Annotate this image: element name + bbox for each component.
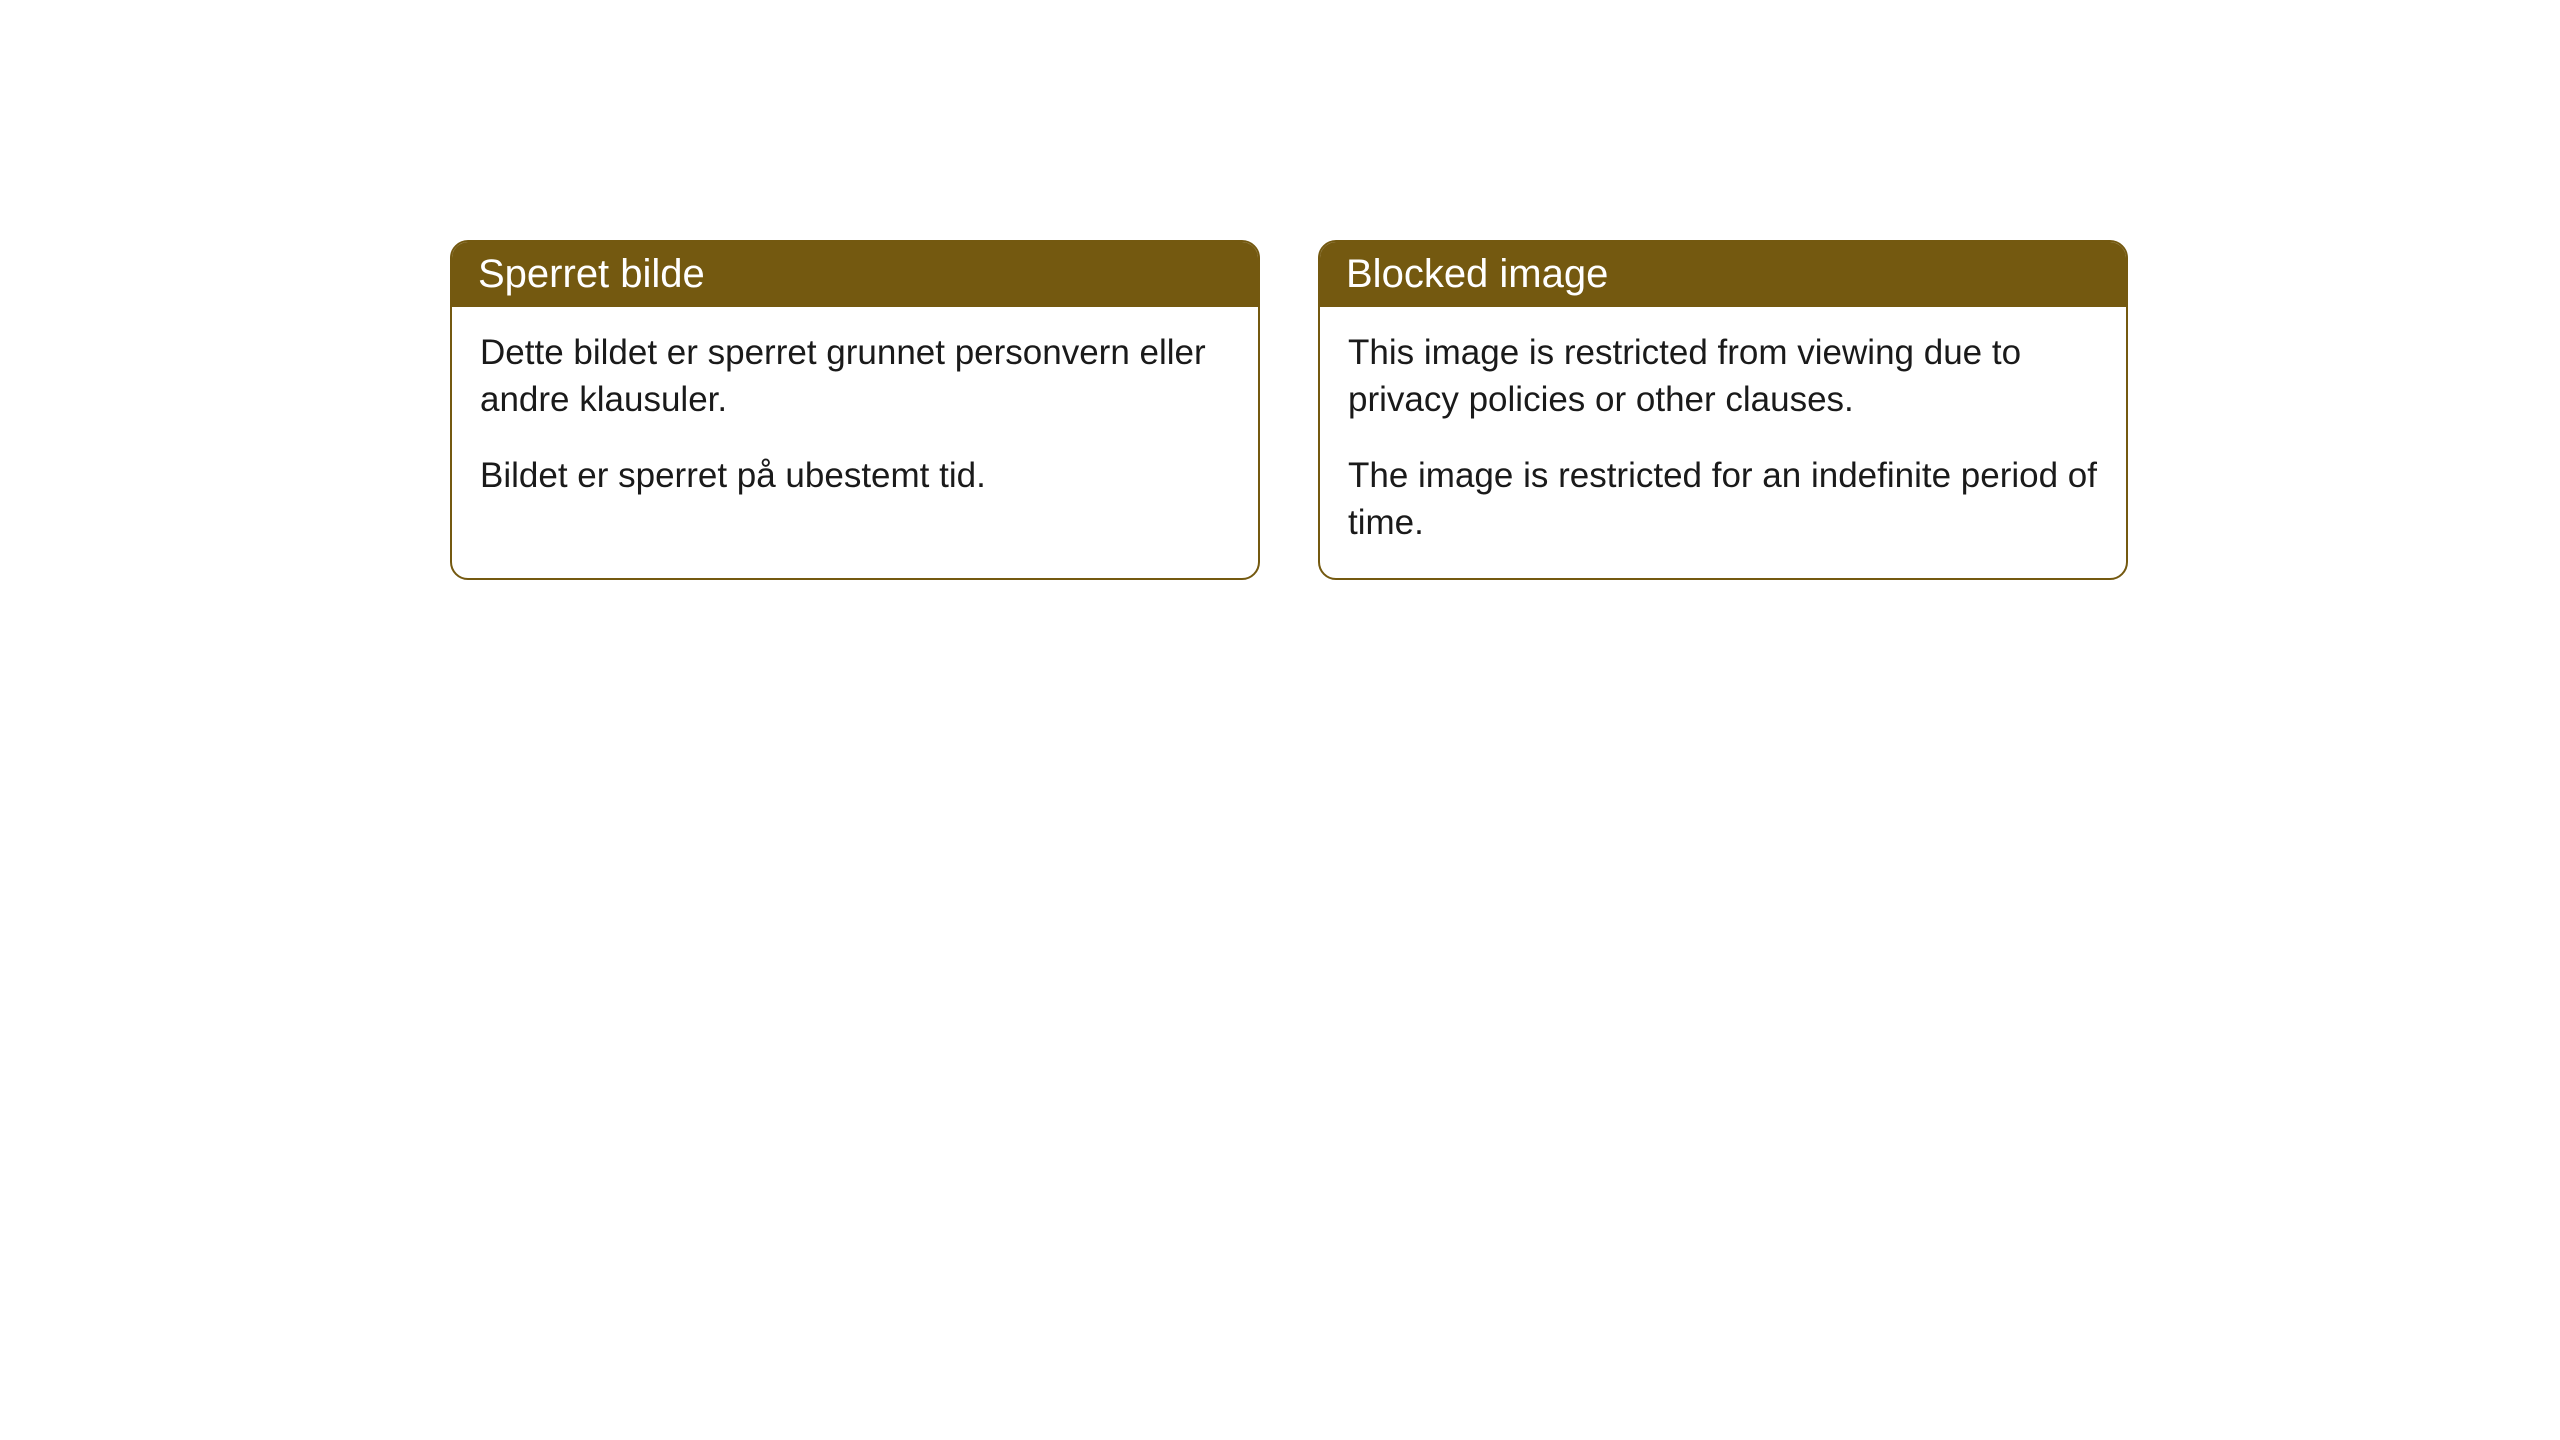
- card-title: Blocked image: [1346, 252, 1608, 296]
- notice-paragraph-1: This image is restricted from viewing du…: [1348, 329, 2098, 424]
- notice-paragraph-1: Dette bildet er sperret grunnet personve…: [480, 329, 1230, 424]
- blocked-image-card-english: Blocked image This image is restricted f…: [1318, 240, 2128, 580]
- card-body: This image is restricted from viewing du…: [1320, 307, 2126, 578]
- notice-paragraph-2: Bildet er sperret på ubestemt tid.: [480, 452, 1230, 499]
- card-body: Dette bildet er sperret grunnet personve…: [452, 307, 1258, 531]
- card-header: Blocked image: [1320, 242, 2126, 307]
- card-header: Sperret bilde: [452, 242, 1258, 307]
- blocked-image-card-norwegian: Sperret bilde Dette bildet er sperret gr…: [450, 240, 1260, 580]
- card-title: Sperret bilde: [478, 252, 705, 296]
- notice-cards-container: Sperret bilde Dette bildet er sperret gr…: [450, 240, 2560, 580]
- notice-paragraph-2: The image is restricted for an indefinit…: [1348, 452, 2098, 547]
